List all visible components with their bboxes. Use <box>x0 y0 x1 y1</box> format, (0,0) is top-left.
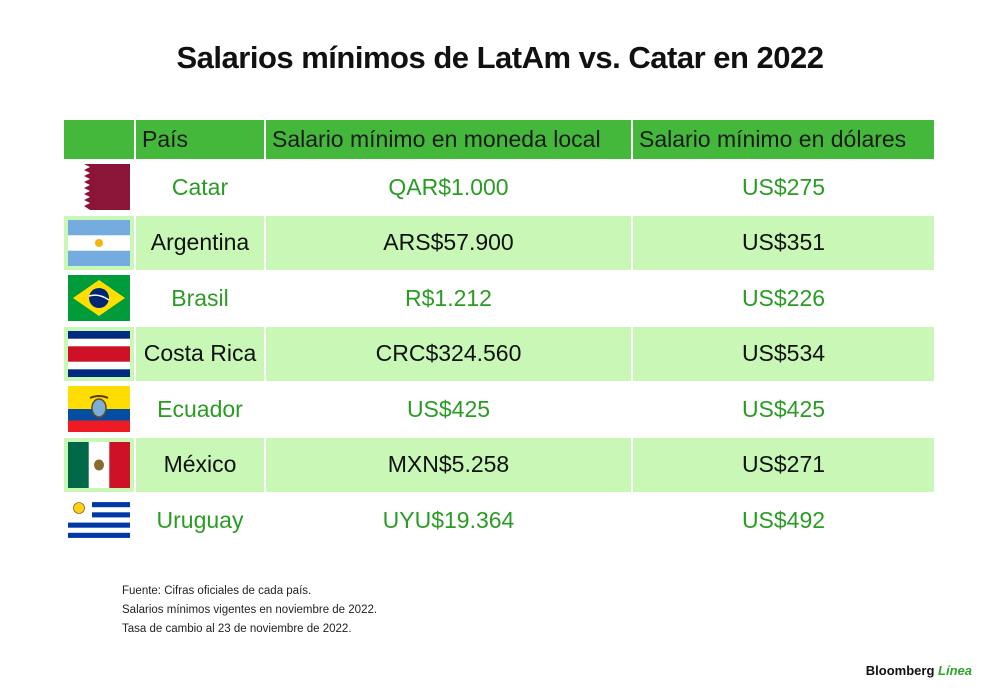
table-cell: R$1.212 <box>405 284 492 311</box>
flag <box>68 441 130 488</box>
table-cell: ARS$57.900 <box>266 215 631 270</box>
table-cell: US$271 <box>633 437 934 492</box>
flag-cell <box>64 437 134 492</box>
brand-sub: Línea <box>938 663 972 678</box>
flag-cell <box>64 326 134 381</box>
note: Tasa de cambio al 23 de noviembre de 202… <box>122 623 352 635</box>
table-cell: US$425 <box>406 395 491 422</box>
note: Salarios mínimos vigentes en noviembre d… <box>122 604 378 616</box>
flag <box>68 330 130 377</box>
table-cell: CRC$324.560 <box>266 326 631 381</box>
flag <box>68 275 130 321</box>
table-cell: US$351 <box>633 215 934 270</box>
flag-cell <box>64 160 134 214</box>
table-cell: US$425 <box>741 395 826 422</box>
flag <box>68 497 130 543</box>
header-cell: Salario mínimo en dólares <box>633 120 934 159</box>
note: Fuente: Cifras oficiales de cada país. <box>122 585 312 597</box>
table-cell: US$492 <box>741 506 826 533</box>
flag-cell <box>64 382 134 436</box>
table-cell: US$226 <box>741 284 826 311</box>
flag-cell <box>64 215 134 270</box>
table-cell: Argentina <box>136 215 264 270</box>
table-cell: MXN$5.258 <box>266 437 631 492</box>
header-cell: País <box>136 120 264 159</box>
table-cell: QAR$1.000 <box>388 173 509 200</box>
flag <box>68 164 130 210</box>
flag-cell <box>64 271 134 325</box>
title: Salarios mínimos de LatAm vs. Catar en 2… <box>176 40 825 75</box>
table-cell: Ecuador <box>157 395 243 422</box>
brand: Bloomberg Línea <box>866 663 972 678</box>
table-cell: US$275 <box>741 173 826 200</box>
table-cell: México <box>136 437 264 492</box>
table-cell: Costa Rica <box>136 326 264 381</box>
table-cell: Catar <box>171 173 229 200</box>
table-cell: UYU$19.364 <box>382 506 515 533</box>
header-cell: Salario mínimo en moneda local <box>266 120 631 159</box>
flag <box>68 219 130 266</box>
table-cell: Brasil <box>171 284 229 311</box>
flag <box>68 386 130 432</box>
table-cell: US$534 <box>633 326 934 381</box>
flag-cell <box>64 493 134 547</box>
table-cell: Uruguay <box>156 506 244 533</box>
header-flag-cell <box>64 120 134 159</box>
brand-name: Bloomberg <box>865 663 935 678</box>
